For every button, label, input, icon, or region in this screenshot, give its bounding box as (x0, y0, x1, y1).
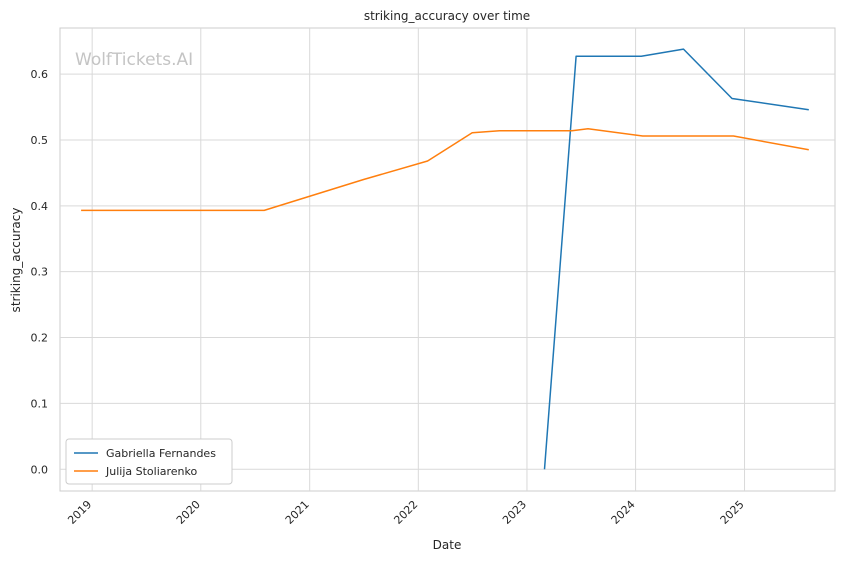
y-tick-label: 0.6 (31, 68, 49, 81)
x-tick-label: 2025 (718, 498, 747, 527)
x-tick-label: 2023 (500, 498, 529, 527)
series-line-0 (543, 48, 809, 470)
x-tick-label: 2022 (391, 498, 420, 527)
plot-area (59, 27, 836, 492)
legend-label-gabriella: Gabriella Fernandes (106, 447, 216, 460)
series-line-1 (81, 128, 809, 212)
legend-label-julija: Julija Stoliarenko (105, 465, 197, 478)
x-axis-label: Date (433, 538, 462, 552)
y-tick-label: 0.1 (31, 397, 49, 410)
x-tick-label: 2020 (174, 498, 203, 527)
y-tick-label: 0.2 (31, 332, 49, 345)
y-tick-label: 0.5 (31, 134, 49, 147)
grid (60, 28, 835, 491)
x-tick-label: 2019 (65, 498, 94, 527)
y-axis-label: striking_accuracy (9, 208, 23, 313)
watermark: WolfTickets.AI (75, 50, 193, 70)
y-tick-label: 0.4 (31, 200, 49, 213)
chart-title: striking_accuracy over time (364, 9, 530, 23)
y-tick-label: 0.3 (31, 266, 49, 279)
legend-box (65, 438, 233, 485)
x-tick-label: 2021 (283, 498, 312, 527)
series-lines (81, 48, 809, 470)
x-tick-labels: 2019 2020 2021 2022 2023 2024 2025 (65, 498, 746, 527)
legend: Gabriella Fernandes Julija Stoliarenko (65, 438, 233, 485)
x-tick-label: 2024 (609, 498, 638, 527)
y-tick-label: 0.0 (31, 463, 49, 476)
y-tick-labels: 0.0 0.1 0.2 0.3 0.4 0.5 0.6 (31, 68, 49, 476)
